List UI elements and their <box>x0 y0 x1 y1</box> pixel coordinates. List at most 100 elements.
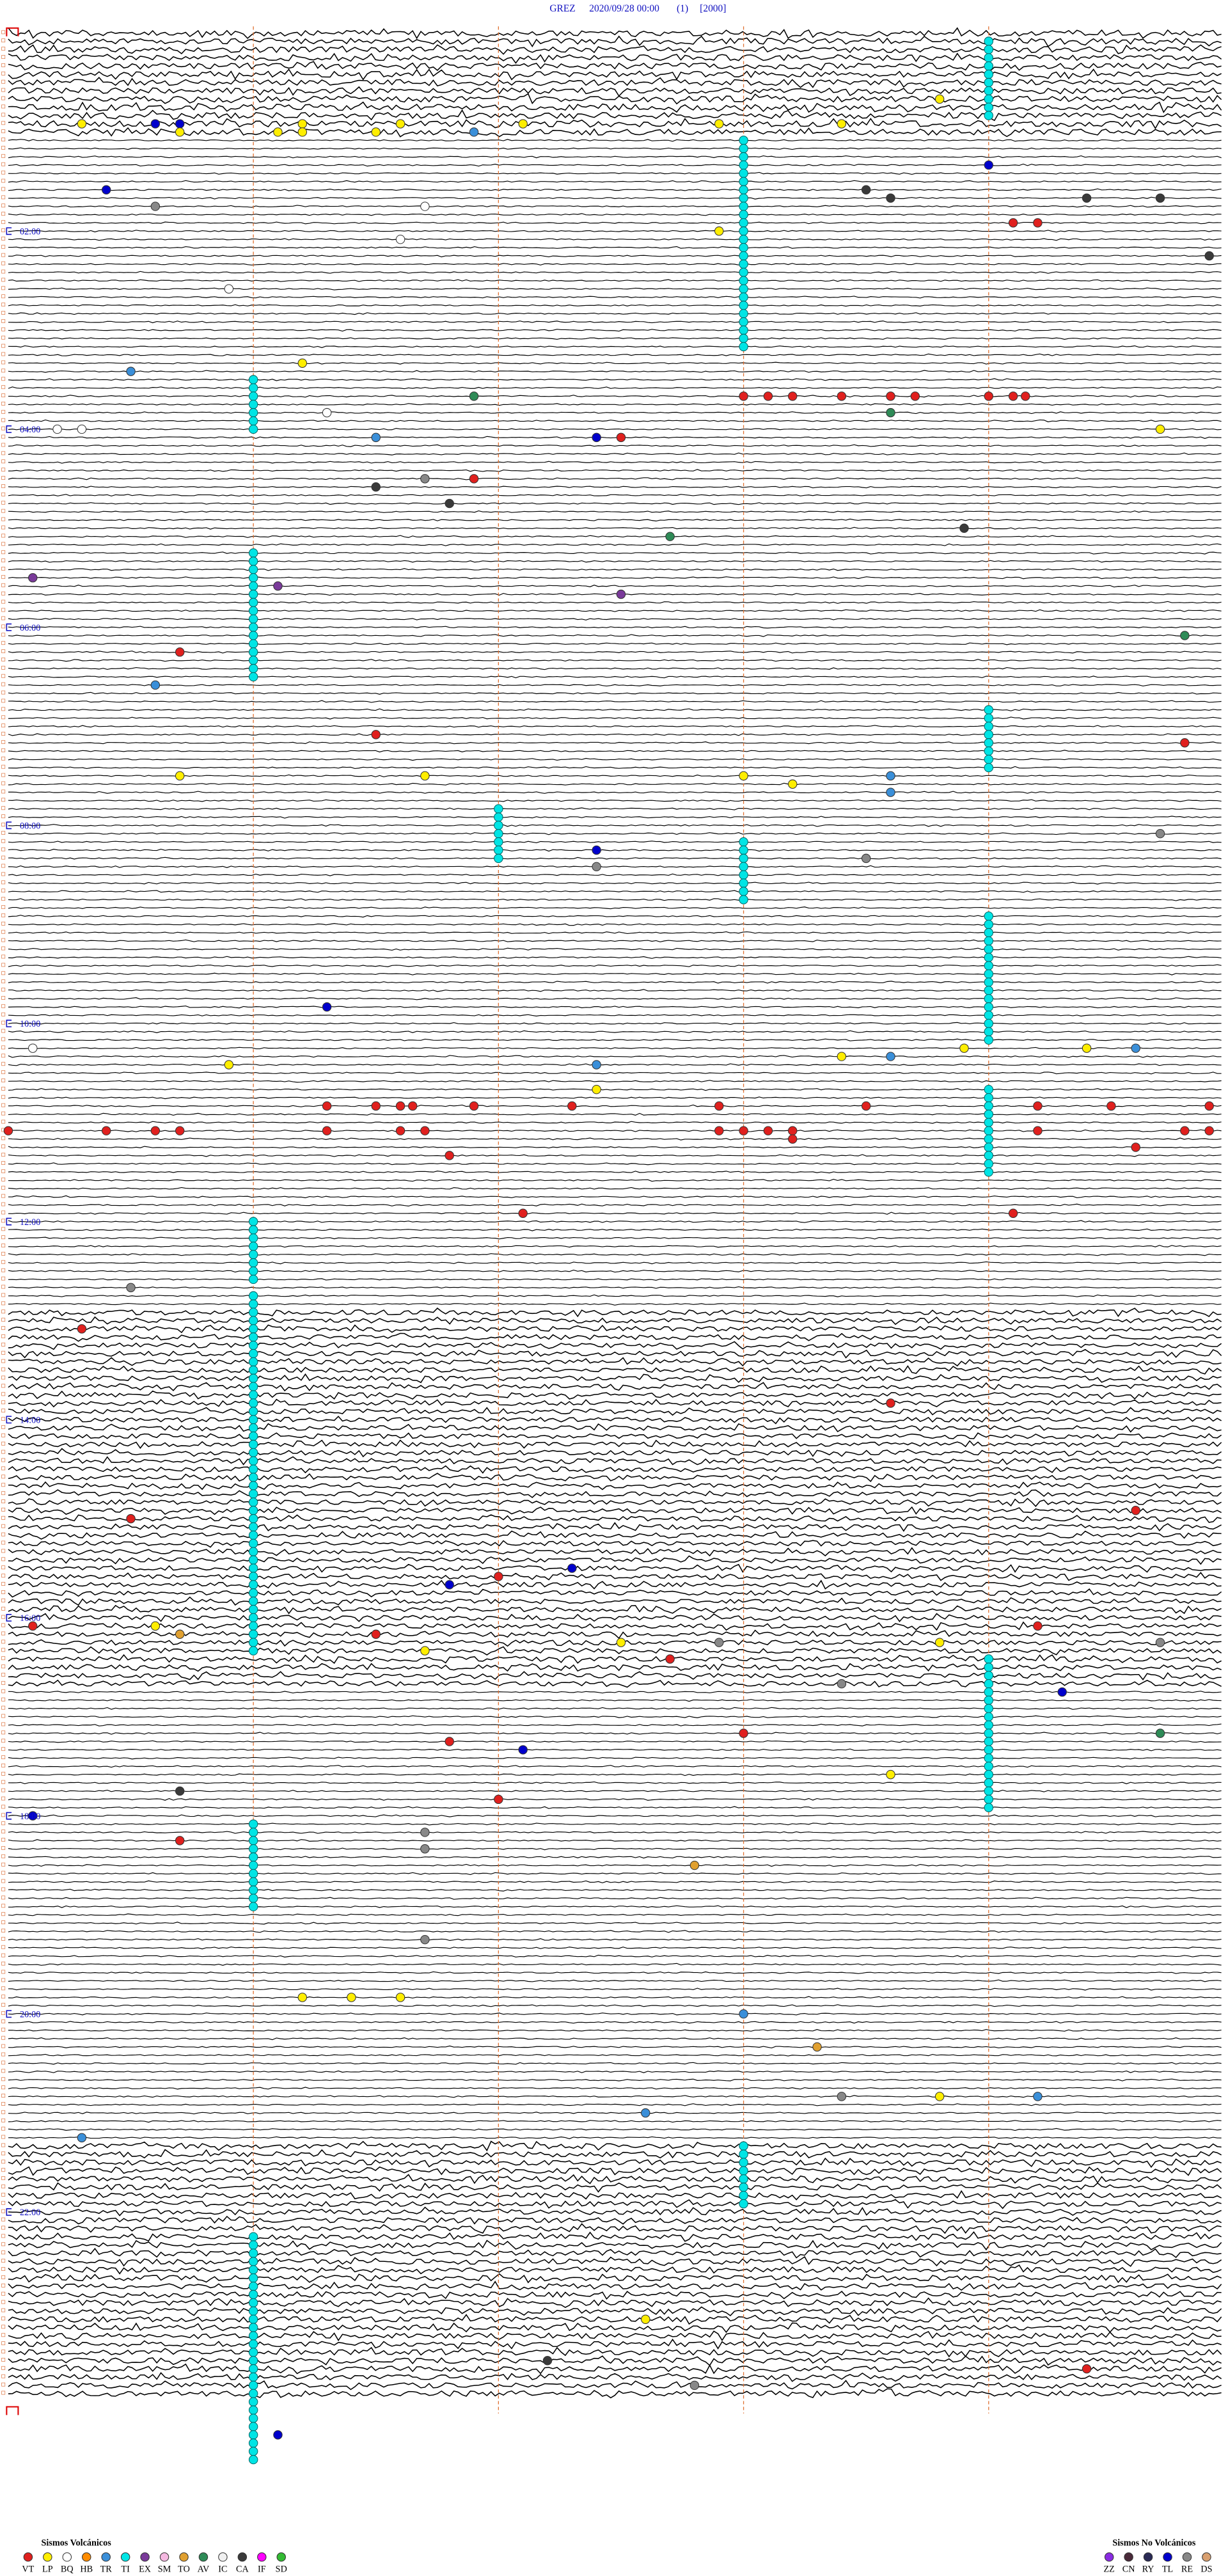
row-marker <box>1 261 6 265</box>
row-marker <box>1 1375 6 1380</box>
row-marker <box>1 2060 6 2065</box>
event-marker <box>763 391 773 401</box>
tremor-marker <box>248 2273 258 2283</box>
row-marker <box>1 1730 6 1735</box>
trace <box>8 118 1222 130</box>
tremor-marker <box>739 2158 748 2167</box>
row-marker <box>1 2160 6 2164</box>
tremor-marker <box>984 1695 994 1705</box>
time-label: 16:00 <box>20 1613 40 1624</box>
event-marker <box>445 498 454 509</box>
trace <box>8 304 1222 307</box>
event-marker <box>592 1084 601 1094</box>
row-marker <box>1 2217 6 2222</box>
tremor-marker <box>248 622 258 632</box>
trace <box>8 1014 1222 1017</box>
row-marker <box>1 1450 6 1454</box>
trace <box>8 61 1222 72</box>
event-marker <box>77 424 87 434</box>
tremor-marker <box>984 1010 994 1020</box>
trace <box>8 386 1222 390</box>
trace <box>8 2314 1222 2325</box>
row-marker <box>1 1244 6 1248</box>
trace <box>8 1294 1222 1297</box>
row-marker <box>1 740 6 744</box>
event-marker <box>445 1737 454 1746</box>
trace <box>8 238 1222 241</box>
row-marker <box>1 633 6 637</box>
trace <box>8 86 1222 97</box>
tremor-marker <box>248 2331 258 2341</box>
trace <box>8 592 1222 596</box>
tremor-marker <box>248 1225 258 1235</box>
event-marker <box>420 201 430 211</box>
trace <box>8 1621 1222 1631</box>
event-marker <box>984 391 994 401</box>
trace <box>8 2247 1222 2259</box>
tremor-marker <box>248 375 258 384</box>
trace <box>8 1481 1222 1490</box>
legend-swatch <box>1104 2552 1114 2562</box>
row-marker <box>1 599 6 604</box>
tremor-run <box>984 1084 994 1177</box>
trace <box>8 109 1222 122</box>
events <box>3 36 1214 2465</box>
row-marker <box>1 38 6 43</box>
row-marker <box>1 1466 6 1471</box>
trace <box>8 1822 1222 1826</box>
tremor-marker <box>248 1473 258 1482</box>
trace <box>8 848 1222 852</box>
row-marker <box>1 1648 6 1652</box>
tremor-marker <box>739 878 748 888</box>
row-marker <box>1 2300 6 2304</box>
row-marker <box>1 360 6 365</box>
legend-swatch <box>237 2552 248 2562</box>
row-marker <box>1 1936 6 1941</box>
tremor-marker <box>984 969 994 979</box>
tremor-marker <box>494 837 503 847</box>
trace <box>8 1237 1222 1240</box>
trace <box>8 997 1222 1000</box>
trace <box>8 1038 1222 1041</box>
trace <box>8 1913 1222 1916</box>
row-marker <box>1 1210 6 1215</box>
tremor-marker <box>248 565 258 574</box>
trace <box>8 1922 1222 1925</box>
tremor-marker <box>984 111 994 120</box>
row-marker <box>1 979 6 984</box>
trace <box>8 2206 1222 2216</box>
row-marker <box>1 699 6 703</box>
trace <box>8 1178 1222 1182</box>
trace <box>8 535 1222 538</box>
row-marker <box>1 814 6 819</box>
trace <box>8 1104 1222 1108</box>
row-marker <box>1 2176 6 2181</box>
tremor-marker <box>248 407 258 418</box>
trace <box>8 1748 1222 1751</box>
trace <box>8 2297 1222 2309</box>
trace <box>8 262 1222 265</box>
legend-label: LP <box>42 2564 53 2575</box>
event-marker <box>1131 1043 1140 1053</box>
row-marker <box>1 352 6 356</box>
event-marker <box>1204 1126 1214 1135</box>
row-marker <box>1 303 6 307</box>
row-marker <box>1 1788 6 1792</box>
trace <box>8 1308 1222 1318</box>
row-marker <box>1 1169 6 1173</box>
trace <box>8 469 1222 472</box>
event-marker <box>787 1126 798 1135</box>
tremor-marker <box>739 333 748 344</box>
row-marker <box>1 434 6 439</box>
tremor-marker <box>248 614 258 624</box>
event-marker <box>1155 828 1165 839</box>
row-marker <box>1 113 6 117</box>
tremor-marker <box>248 647 258 657</box>
trace <box>8 1423 1222 1433</box>
trace <box>8 939 1222 943</box>
row-marker <box>1 88 6 92</box>
row-marker <box>1 1417 6 1421</box>
row-marker <box>1 1054 6 1058</box>
trace <box>8 2087 1222 2090</box>
legend-label: TL <box>1162 2564 1173 2575</box>
